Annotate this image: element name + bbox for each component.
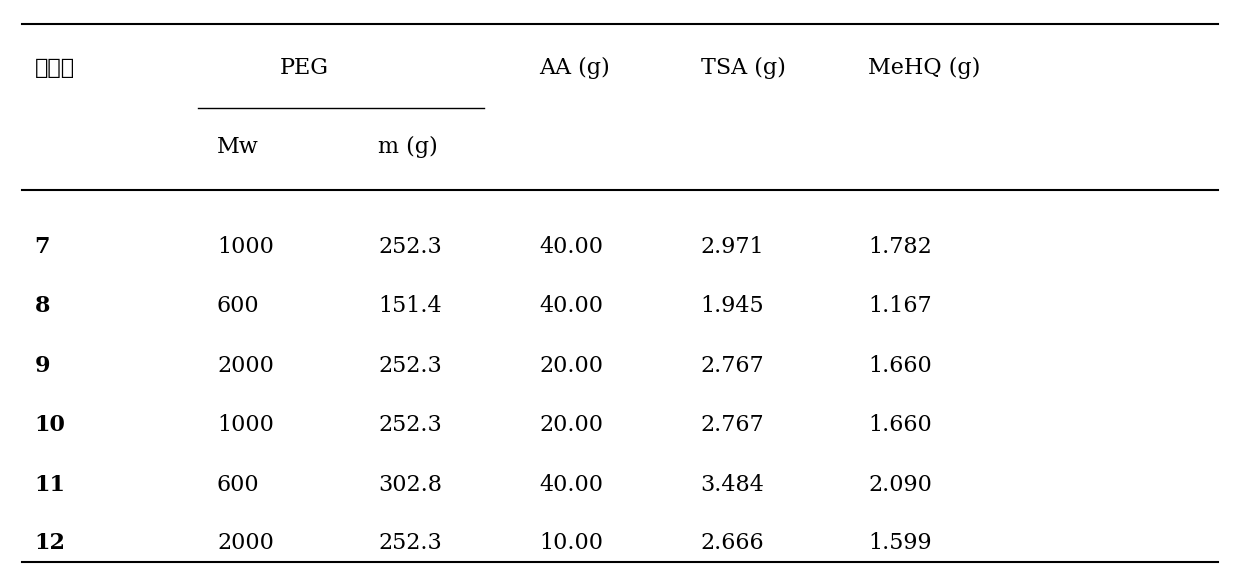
Text: 20.00: 20.00 — [539, 355, 604, 376]
Text: 2000: 2000 — [217, 532, 274, 554]
Text: 2.767: 2.767 — [701, 414, 764, 436]
Text: Mw: Mw — [217, 137, 259, 158]
Text: 252.3: 252.3 — [378, 414, 441, 436]
Text: 600: 600 — [217, 295, 259, 317]
Text: 1.782: 1.782 — [868, 236, 931, 257]
Text: 8: 8 — [35, 295, 50, 317]
Text: 2.090: 2.090 — [868, 474, 932, 496]
Text: 1.660: 1.660 — [868, 355, 931, 376]
Text: 9: 9 — [35, 355, 50, 376]
Text: 1000: 1000 — [217, 414, 274, 436]
Text: 2.971: 2.971 — [701, 236, 764, 257]
Text: 252.3: 252.3 — [378, 236, 441, 257]
Text: 12: 12 — [35, 532, 66, 554]
Text: 10.00: 10.00 — [539, 532, 604, 554]
Text: 3.484: 3.484 — [701, 474, 765, 496]
Text: 40.00: 40.00 — [539, 236, 604, 257]
Text: m (g): m (g) — [378, 137, 438, 158]
Text: 40.00: 40.00 — [539, 474, 604, 496]
Text: TSA (g): TSA (g) — [701, 57, 785, 79]
Text: 11: 11 — [35, 474, 66, 496]
Text: 600: 600 — [217, 474, 259, 496]
Text: AA (g): AA (g) — [539, 57, 610, 79]
Text: 10: 10 — [35, 414, 66, 436]
Text: 1.945: 1.945 — [701, 295, 764, 317]
Text: 151.4: 151.4 — [378, 295, 441, 317]
Text: 252.3: 252.3 — [378, 532, 441, 554]
Text: 2.666: 2.666 — [701, 532, 764, 554]
Text: 20.00: 20.00 — [539, 414, 604, 436]
Text: MeHQ (g): MeHQ (g) — [868, 57, 981, 79]
Text: 40.00: 40.00 — [539, 295, 604, 317]
Text: 1.167: 1.167 — [868, 295, 931, 317]
Text: 2.767: 2.767 — [701, 355, 764, 376]
Text: 302.8: 302.8 — [378, 474, 443, 496]
Text: 252.3: 252.3 — [378, 355, 441, 376]
Text: 7: 7 — [35, 236, 50, 257]
Text: 1000: 1000 — [217, 236, 274, 257]
Text: 2000: 2000 — [217, 355, 274, 376]
Text: PEG: PEG — [279, 57, 329, 79]
Text: 实施例: 实施例 — [35, 57, 74, 79]
Text: 1.660: 1.660 — [868, 414, 931, 436]
Text: 1.599: 1.599 — [868, 532, 931, 554]
